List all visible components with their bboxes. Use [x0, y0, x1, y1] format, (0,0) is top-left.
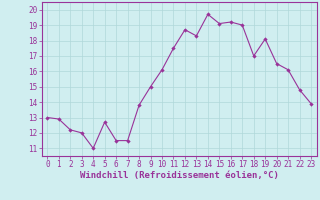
X-axis label: Windchill (Refroidissement éolien,°C): Windchill (Refroidissement éolien,°C) — [80, 171, 279, 180]
